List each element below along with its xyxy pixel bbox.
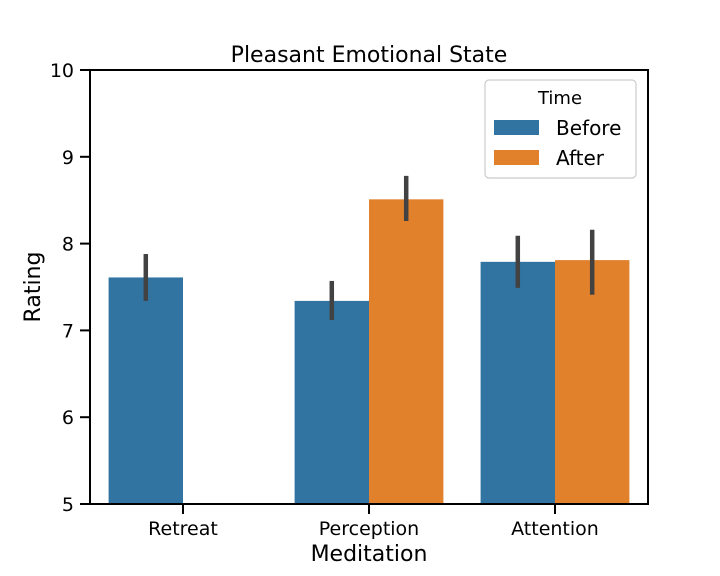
x-tick-label-retreat: Retreat [148,518,218,540]
bar-before-retreat [108,277,183,504]
x-axis: Retreat Perception Attention [148,504,599,540]
chart-title: Pleasant Emotional State [231,43,508,68]
legend-title: Time [537,88,582,109]
x-tick-label-attention: Attention [511,518,599,540]
y-axis-label: Rating [21,252,46,323]
bar-before-attention [480,261,555,504]
y-tick-label: 5 [62,494,74,516]
errorbars-layer [143,175,595,320]
y-tick-label: 9 [62,147,74,169]
y-tick-label: 7 [62,320,74,342]
x-axis-label: Meditation [311,542,428,567]
legend-label-after: After [556,146,605,170]
y-axis: 5 6 7 8 9 10 [50,60,90,516]
legend-swatch-after [494,150,539,165]
y-tick-label: 6 [62,407,74,429]
legend: Time Before After [484,79,637,179]
bar-after-perception [369,199,444,504]
bars-layer [108,199,630,504]
bar-before-perception [294,300,369,504]
legend-label-before: Before [556,116,621,140]
y-tick-label: 10 [50,60,74,82]
x-tick-label-perception: Perception [319,518,419,540]
y-tick-label: 8 [62,234,74,256]
bar-after-attention [555,260,630,504]
legend-swatch-before [494,120,539,135]
